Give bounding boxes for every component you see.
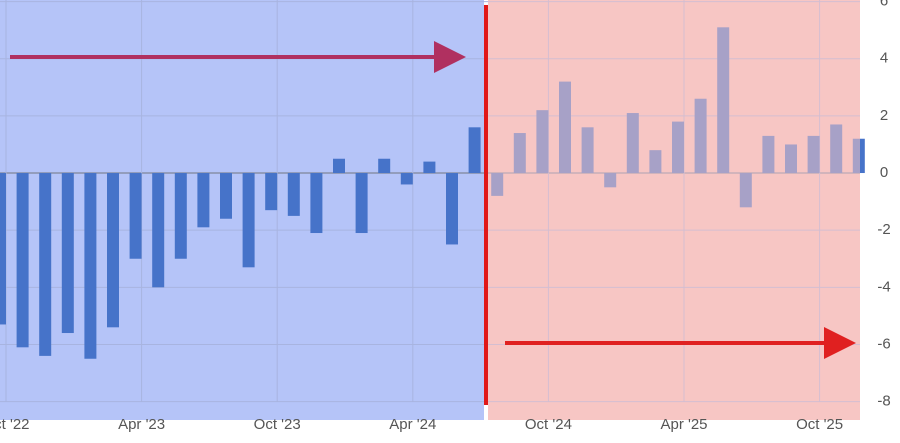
y-tick-label: 4: [880, 50, 888, 67]
x-tick-label: Oct '24: [525, 416, 572, 433]
x-tick-label: Oct '25: [796, 416, 843, 433]
x-tick-label: Apr '24: [389, 416, 436, 433]
bar: [310, 173, 323, 234]
x-tick-label: Apr '23: [118, 416, 165, 433]
bar: [242, 173, 255, 268]
bar: [287, 173, 300, 216]
y-tick-label: -2: [877, 221, 890, 238]
bar: [16, 173, 29, 348]
x-tick-label: Oct '22: [0, 416, 30, 433]
bar: [174, 173, 187, 259]
bar: [0, 173, 6, 325]
y-tick-label: -8: [877, 393, 890, 410]
bar: [61, 173, 74, 334]
bar: [84, 173, 97, 359]
y-tick-label: -4: [877, 278, 890, 295]
bar: [129, 173, 142, 259]
bar: [468, 127, 481, 174]
x-tick-label: Apr '25: [660, 416, 707, 433]
bar: [378, 158, 391, 174]
pink-overlay: [488, 0, 860, 420]
bar: [152, 173, 165, 288]
blue-region: [0, 0, 484, 420]
y-tick-label: -6: [877, 335, 890, 352]
bar: [400, 173, 413, 185]
bar: [39, 173, 52, 356]
x-tick-label: Oct '23: [254, 416, 301, 433]
bar: [107, 173, 119, 328]
y-tick-label: 0: [880, 164, 888, 181]
bar: [355, 173, 368, 234]
bar: [197, 173, 210, 228]
bar: [446, 173, 458, 245]
bar: [333, 158, 345, 174]
y-tick-label: 2: [880, 107, 888, 124]
bar: [265, 173, 278, 211]
bar: [220, 173, 232, 219]
y-tick-label: 6: [880, 0, 888, 10]
bar: [423, 161, 436, 174]
